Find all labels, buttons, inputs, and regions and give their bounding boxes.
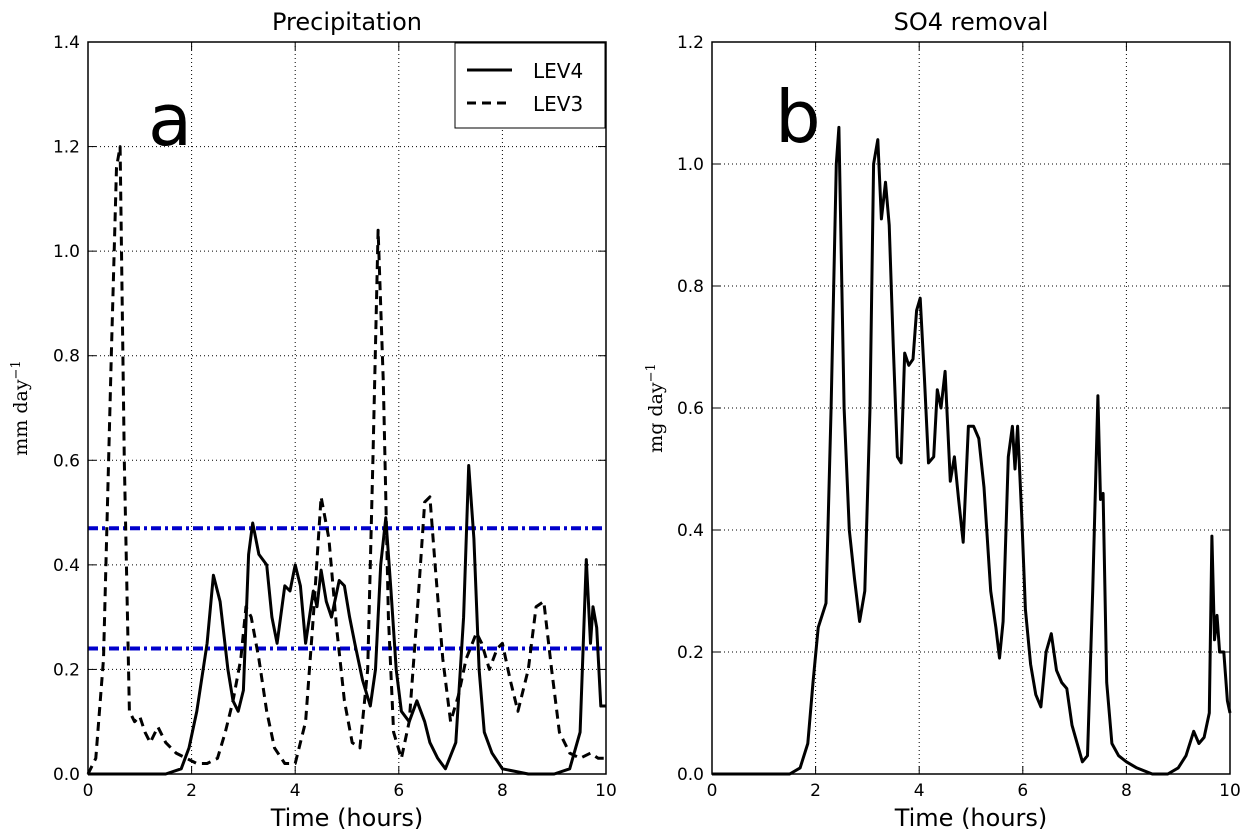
legend-label: LEV4 <box>533 59 583 83</box>
y-axis-label-main: mm day <box>10 379 32 456</box>
y-tick-label: 1.2 <box>677 33 704 53</box>
legend-label: LEV3 <box>533 92 583 116</box>
y-axis-ticks: 0.0 0.2 0.4 0.6 0.8 1.0 1.2 1.4 <box>53 33 606 785</box>
y-tick-label: 1.0 <box>53 242 80 262</box>
legend: LEV4 LEV3 <box>454 42 606 129</box>
y-axis-label: mg day−1 <box>644 363 668 453</box>
y-tick-label: 0.2 <box>677 643 704 663</box>
y-tick-label: 0.6 <box>53 451 80 471</box>
chart-title: Precipitation <box>272 8 422 36</box>
panel-precipitation: Precipitation 0 2 4 6 8 10 0.0 0.2 0.4 0.6 0.8 1.0… <box>9 8 617 832</box>
y-tick-label: 0.4 <box>53 556 80 576</box>
y-tick-label: 1.4 <box>53 33 80 53</box>
x-tick-label: 8 <box>497 781 508 801</box>
y-axis-label-exponent: −1 <box>9 360 24 379</box>
series-group <box>86 145 606 776</box>
x-tick-label: 6 <box>393 781 404 801</box>
y-tick-label: 1.0 <box>677 155 704 175</box>
plot-frame <box>87 41 607 775</box>
y-axis-label-main: mg day <box>645 382 667 453</box>
series-line-so4 <box>712 125 1232 776</box>
x-tick-label: 6 <box>1017 781 1028 801</box>
series-line-lev3 <box>86 145 606 775</box>
x-axis-ticks: 0 2 4 6 8 10 <box>83 42 617 801</box>
y-tick-label: 1.2 <box>53 138 80 158</box>
panel-so4-removal: SO4 removal 0 2 4 6 8 10 0.0 0.2 0.4 0.6 0.8 1.0 1.… <box>644 8 1241 832</box>
x-tick-label: 0 <box>83 781 94 801</box>
series-group <box>712 125 1232 776</box>
y-tick-label: 0.4 <box>677 521 704 541</box>
x-tick-label: 0 <box>707 781 718 801</box>
y-axis-ticks: 0.0 0.2 0.4 0.6 0.8 1.0 1.2 <box>677 33 1230 785</box>
y-tick-label: 0.0 <box>53 765 80 785</box>
x-tick-label: 2 <box>810 781 821 801</box>
y-tick-label: 0.0 <box>677 765 704 785</box>
x-axis-label: Time (hours) <box>270 804 424 832</box>
x-tick-label: 8 <box>1121 781 1132 801</box>
x-tick-label: 2 <box>186 781 197 801</box>
y-tick-label: 0.8 <box>53 347 80 367</box>
panel-label: b <box>775 75 821 159</box>
x-tick-label: 10 <box>595 781 617 801</box>
x-axis-ticks: 0 2 4 6 8 10 <box>707 42 1241 801</box>
series-line-lev4 <box>88 464 606 776</box>
legend-box <box>454 42 606 129</box>
x-tick-label: 10 <box>1219 781 1241 801</box>
reference-lines <box>88 526 606 651</box>
chart-title: SO4 removal <box>894 8 1049 36</box>
y-axis-label: mm day−1 <box>9 360 33 455</box>
y-tick-label: 0.2 <box>53 660 80 680</box>
y-axis-label-exponent: −1 <box>644 363 659 382</box>
x-tick-label: 4 <box>914 781 925 801</box>
x-axis-label: Time (hours) <box>894 804 1048 832</box>
y-tick-label: 0.6 <box>677 399 704 419</box>
x-tick-label: 4 <box>290 781 301 801</box>
y-tick-label: 0.8 <box>677 277 704 297</box>
panel-label: a <box>148 78 192 162</box>
